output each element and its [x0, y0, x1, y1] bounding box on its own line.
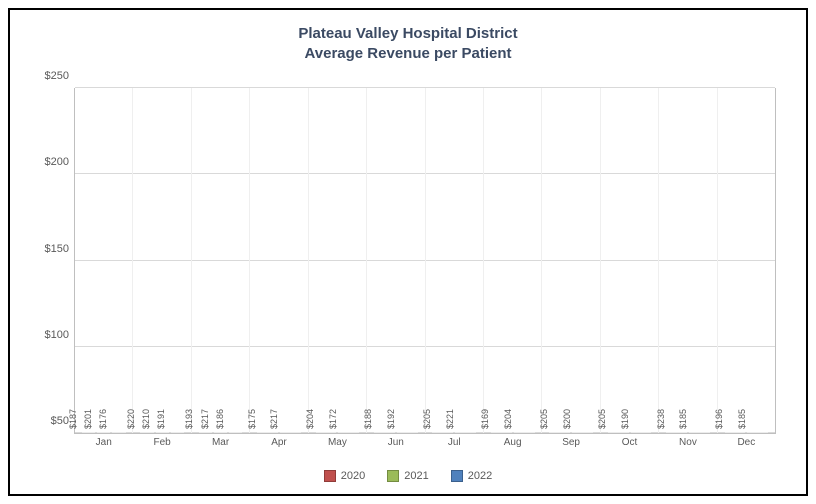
bar-value-label: $196: [714, 409, 724, 431]
bar-value-label: $217: [269, 409, 279, 431]
x-axis-tick-label: Sep: [542, 433, 599, 448]
bar-value-label: $176: [98, 409, 108, 431]
legend-item-2020: 2020: [324, 470, 365, 482]
bars: $204$172: [316, 88, 360, 433]
title-line-2: Average Revenue per Patient: [10, 44, 806, 64]
bar-value-label: $201: [83, 409, 93, 431]
bar-group: $196$185Dec: [718, 88, 775, 433]
legend-label: 2020: [341, 470, 365, 482]
x-axis-tick-label: Jul: [426, 433, 483, 448]
bar-value-label: $238: [656, 409, 666, 431]
chart-title: Plateau Valley Hospital District Average…: [10, 10, 806, 65]
bar-value-label: $210: [141, 409, 151, 431]
y-axis-tick-label: $200: [45, 156, 69, 168]
bar-value-label: $185: [678, 409, 688, 431]
bars: $175$217: [257, 88, 301, 433]
bars: $205$190: [608, 88, 652, 433]
bar-group: $220$210$191Feb: [133, 88, 191, 433]
bar-value-label: $190: [620, 409, 630, 431]
bar-group: $238$185Nov: [659, 88, 717, 433]
legend-label: 2022: [468, 470, 492, 482]
bar-value-label: $185: [737, 409, 747, 431]
bar-group: $205$221Jul: [426, 88, 484, 433]
bar-group: $204$172May: [309, 88, 367, 433]
bars: $188$192: [374, 88, 418, 433]
bar-value-label: $192: [386, 409, 396, 431]
bar-value-label: $172: [328, 409, 338, 431]
bar-group: $187$201$176Jan: [75, 88, 133, 433]
bar-group: $188$192Jun: [367, 88, 425, 433]
y-axis-tick-label: $50: [51, 415, 69, 427]
x-axis-tick-label: Oct: [601, 433, 658, 448]
x-axis-tick-label: May: [309, 433, 366, 448]
bar-value-label: $175: [247, 409, 257, 431]
legend-swatch: [451, 470, 463, 482]
bar-value-label: $220: [126, 409, 136, 431]
plot-area: $50$100$150$200$250$187$201$176Jan$220$2…: [74, 88, 776, 434]
bar-value-label: $204: [503, 409, 513, 431]
legend: 2020 2021 2022: [10, 470, 806, 482]
bar-value-label: $217: [200, 409, 210, 431]
legend-swatch: [324, 470, 336, 482]
bar-value-label: $187: [67, 409, 77, 431]
x-axis-tick-label: Dec: [718, 433, 775, 448]
bar-value-label: $205: [597, 409, 607, 431]
y-axis-tick-label: $250: [45, 70, 69, 82]
bar-value-label: $169: [480, 409, 490, 431]
bars: $187$201$176: [82, 88, 126, 433]
bar-value-label: $193: [184, 409, 194, 431]
bar-groups: $187$201$176Jan$220$210$191Feb$193$217$1…: [75, 88, 775, 433]
bar-group: $169$204Aug: [484, 88, 542, 433]
bar-group: $175$217Apr: [250, 88, 308, 433]
bars: $193$217$186: [199, 88, 243, 433]
x-axis-tick-label: Jun: [367, 433, 424, 448]
bars: $205$221: [432, 88, 476, 433]
bar-value-label: $188: [363, 409, 373, 431]
bar-value-label: $186: [215, 409, 225, 431]
chart-frame: Plateau Valley Hospital District Average…: [8, 8, 808, 496]
bar-group: $205$200Sep: [542, 88, 600, 433]
title-line-1: Plateau Valley Hospital District: [10, 24, 806, 44]
legend-label: 2021: [404, 470, 428, 482]
legend-item-2021: 2021: [387, 470, 428, 482]
legend-swatch: [387, 470, 399, 482]
bars: $238$185: [666, 88, 710, 433]
x-axis-tick-label: Apr: [250, 433, 307, 448]
bar-value-label: $191: [156, 409, 166, 431]
bars: $196$185: [725, 88, 769, 433]
legend-item-2022: 2022: [451, 470, 492, 482]
bar-value-label: $205: [539, 409, 549, 431]
bars: $205$200: [549, 88, 593, 433]
y-axis-tick-label: $150: [45, 243, 69, 255]
bar-group: $193$217$186Mar: [192, 88, 250, 433]
x-axis-tick-label: Jan: [75, 433, 132, 448]
bar-value-label: $200: [561, 409, 571, 431]
x-axis-tick-label: Mar: [192, 433, 249, 448]
bars: $169$204: [491, 88, 535, 433]
x-axis-tick-label: Feb: [133, 433, 190, 448]
bars: $220$210$191: [140, 88, 184, 433]
page: Plateau Valley Hospital District Average…: [0, 0, 816, 504]
x-axis-tick-label: Aug: [484, 433, 541, 448]
x-axis-tick-label: Nov: [659, 433, 716, 448]
bar-value-label: $204: [305, 409, 315, 431]
bar-group: $205$190Oct: [601, 88, 659, 433]
y-axis-tick-label: $100: [45, 329, 69, 341]
bar-value-label: $205: [422, 409, 432, 431]
bar-value-label: $221: [445, 409, 455, 431]
